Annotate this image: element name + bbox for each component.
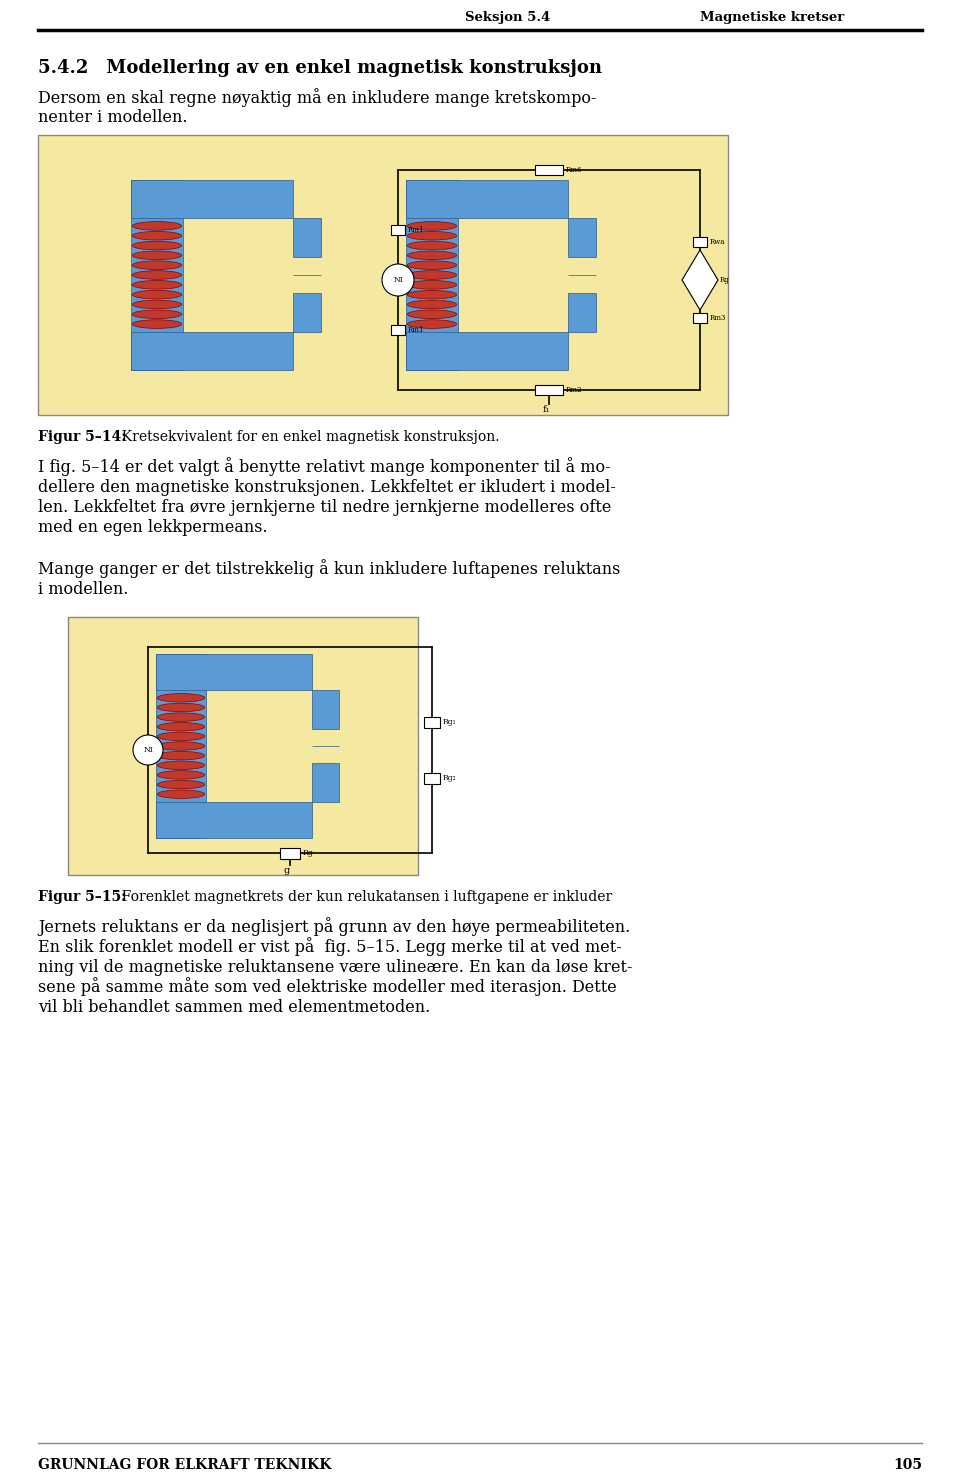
Bar [424,773,440,783]
Bar [131,332,293,370]
Bar [312,690,339,729]
Bar [38,136,728,414]
Bar [68,617,418,875]
Text: I fig. 5–14 er det valgt å benytte relativt mange komponenter til å mo-: I fig. 5–14 er det valgt å benytte relat… [38,457,611,476]
Text: nenter i modellen.: nenter i modellen. [38,109,187,125]
Bar [568,218,596,257]
Text: GRUNNLAG FOR ELKRAFT TEKNIKK: GRUNNLAG FOR ELKRAFT TEKNIKK [38,1457,331,1472]
Bar [312,763,339,802]
Text: Jernets reluktans er da neglisjert på grunn av den høye permeabiliteten.: Jernets reluktans er da neglisjert på gr… [38,917,631,937]
Text: Forenklet magnetkrets der kun relukatansen i luftgapene er inkluder: Forenklet magnetkrets der kun relukatans… [113,889,612,904]
Text: Rm1: Rm1 [408,226,424,235]
Bar [131,180,183,370]
Text: i modellen.: i modellen. [38,581,129,597]
Ellipse shape [407,310,457,319]
Text: Seksjon 5.4: Seksjon 5.4 [466,10,551,24]
Text: En slik forenklet modell er vist på  fig. 5–15. Legg merke til at ved met-: En slik forenklet modell er vist på fig.… [38,938,622,956]
Ellipse shape [157,712,204,721]
Bar [391,226,405,235]
Bar [293,294,321,332]
Bar [693,313,707,323]
Text: Figur 5–15:: Figur 5–15: [38,889,127,904]
Ellipse shape [132,242,181,249]
Bar [535,385,563,395]
Text: Rm2: Rm2 [566,386,583,394]
Ellipse shape [132,310,181,319]
Ellipse shape [157,751,204,760]
Text: Rwa: Rwa [710,237,726,246]
Text: Rg: Rg [303,850,314,857]
Circle shape [133,735,163,766]
Text: len. Lekkfeltet fra øvre jernkjerne til nedre jernkjerne modelleres ofte: len. Lekkfeltet fra øvre jernkjerne til … [38,499,612,515]
Bar [293,218,321,257]
Text: Figur 5–14:: Figur 5–14: [38,431,127,444]
Text: Rg₁: Rg₁ [443,718,457,726]
Text: Kretsekvivalent for en enkel magnetisk konstruksjon.: Kretsekvivalent for en enkel magnetisk k… [113,431,499,444]
Text: dellere den magnetiske konstruksjonen. Lekkfeltet er ikludert i model-: dellere den magnetiske konstruksjonen. L… [38,478,616,496]
Ellipse shape [132,221,181,230]
Ellipse shape [407,271,457,279]
Ellipse shape [132,280,181,289]
Text: Rm1: Rm1 [408,326,424,333]
Text: f₁: f₁ [543,406,550,414]
Bar [131,180,293,218]
Bar [280,848,300,858]
Text: NI: NI [394,276,403,285]
Text: med en egen lekkpermeans.: med en egen lekkpermeans. [38,519,268,535]
Ellipse shape [407,280,457,289]
Ellipse shape [407,232,457,240]
Bar [406,180,568,218]
Ellipse shape [407,261,457,270]
Ellipse shape [132,299,181,308]
Bar [156,653,206,838]
Bar [156,802,312,838]
Text: vil bli behandlet sammen med elementmetoden.: vil bli behandlet sammen med elementmeto… [38,999,430,1015]
Text: Magnetiske kretser: Magnetiske kretser [700,10,844,24]
Ellipse shape [407,242,457,249]
Text: 105: 105 [893,1457,922,1472]
Text: Rm3: Rm3 [710,314,727,322]
Ellipse shape [157,732,204,740]
Circle shape [382,264,414,296]
Ellipse shape [407,320,457,329]
Text: g: g [284,866,290,875]
Ellipse shape [132,251,181,260]
Bar [406,332,568,370]
Bar [406,180,458,370]
Text: Mange ganger er det tilstrekkelig å kun inkludere luftapenes reluktans: Mange ganger er det tilstrekkelig å kun … [38,559,620,578]
Ellipse shape [132,232,181,240]
Bar [693,237,707,246]
Text: ning vil de magnetiske reluktansene være ulineære. En kan da løse kret-: ning vil de magnetiske reluktansene være… [38,959,633,975]
Ellipse shape [157,704,204,712]
Ellipse shape [132,261,181,270]
Ellipse shape [157,693,204,702]
Ellipse shape [407,291,457,299]
Text: Rg: Rg [720,276,730,285]
Ellipse shape [132,271,181,279]
Ellipse shape [157,770,204,779]
Bar [156,653,312,690]
Ellipse shape [157,723,204,732]
Text: Dersom en skal regne nøyaktig må en inkludere mange kretskompo-: Dersom en skal regne nøyaktig må en inkl… [38,88,596,108]
Ellipse shape [132,320,181,329]
Ellipse shape [157,761,204,770]
Bar [391,324,405,335]
Text: Rm6: Rm6 [566,167,583,174]
Ellipse shape [407,299,457,308]
Ellipse shape [407,251,457,260]
Bar [424,717,440,727]
Ellipse shape [157,742,204,751]
Text: 5.4.2 Modellering av en enkel magnetisk konstruksjon: 5.4.2 Modellering av en enkel magnetisk … [38,59,602,77]
Ellipse shape [157,791,204,798]
Text: NI: NI [143,746,153,754]
Text: Rg₂: Rg₂ [443,774,457,782]
Bar [568,294,596,332]
Ellipse shape [407,221,457,230]
Polygon shape [682,249,718,310]
Text: sene på samme måte som ved elektriske modeller med iterasjon. Dette: sene på samme måte som ved elektriske mo… [38,978,616,997]
Bar [535,165,563,176]
Ellipse shape [157,780,204,789]
Ellipse shape [132,291,181,299]
